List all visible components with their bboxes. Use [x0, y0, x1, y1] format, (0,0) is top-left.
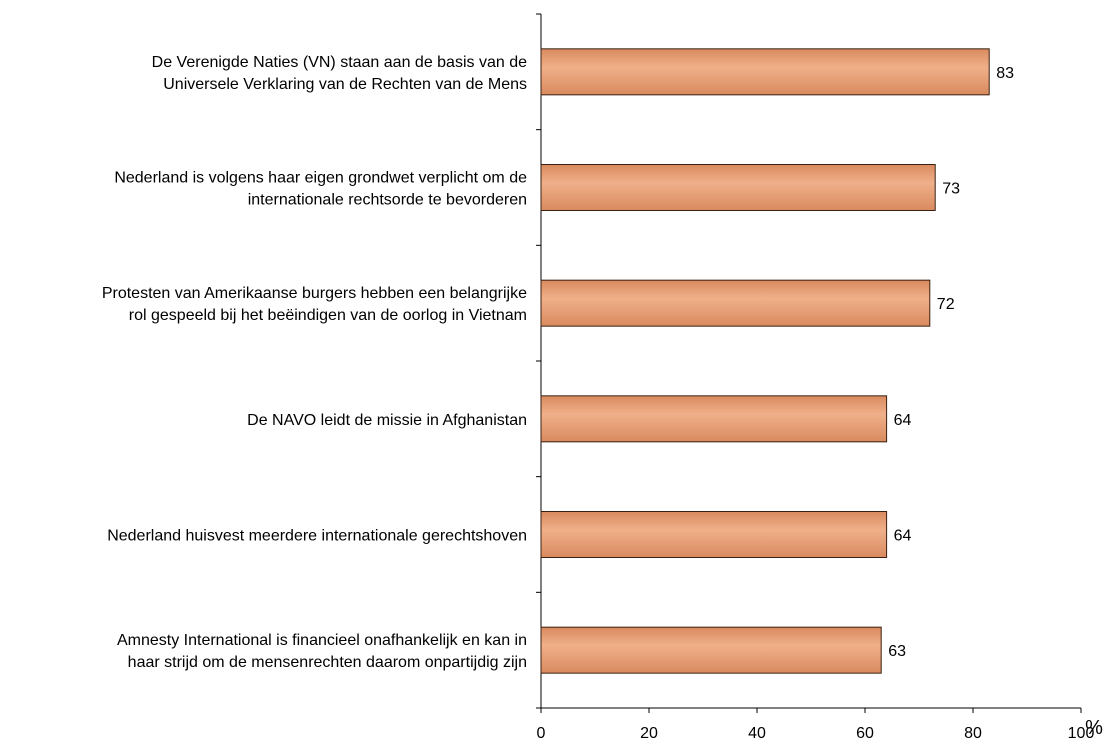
- category-label-line: Amnesty International is financieel onaf…: [117, 632, 527, 649]
- bar: [540, 279, 931, 327]
- x-tick-label: 20: [640, 725, 658, 742]
- bar-value-label: 73: [942, 181, 960, 198]
- x-tick-label: 0: [537, 725, 546, 742]
- category-label-line: De NAVO leidt de missie in Afghanistan: [247, 412, 527, 429]
- bars-layer: 83 73 72 64 64 63: [540, 48, 1014, 674]
- category-label-line: De Verenigde Naties (VN) staan aan de ba…: [152, 54, 527, 71]
- bar-value-label: 63: [888, 643, 906, 660]
- category-labels: De Verenigde Naties (VN) staan aan de ba…: [102, 54, 527, 671]
- category-label-line: rol gespeeld bij het beëindigen van de o…: [129, 307, 527, 324]
- bar-value-label: 72: [937, 296, 955, 313]
- category-label-line: Protesten van Amerikaanse burgers hebben…: [102, 285, 527, 302]
- x-tick-label: 60: [856, 725, 874, 742]
- axis-layer: 0 20 40 60 80 100%: [536, 13, 1103, 742]
- bar-value-label: 64: [894, 412, 912, 429]
- category-label: Nederland is volgens haar eigen grondwet…: [114, 170, 527, 209]
- bar: [540, 511, 888, 558]
- category-label-line: haar strijd om de mensenrechten daarom o…: [128, 654, 527, 671]
- bar-value-label: 64: [894, 528, 912, 545]
- bar: [540, 48, 990, 96]
- x-tick-label: 100: [1068, 725, 1095, 742]
- category-label-line: Nederland huisvest meerdere internationa…: [107, 528, 527, 545]
- x-tick-label: 40: [748, 725, 766, 742]
- category-label: Nederland huisvest meerdere internationa…: [107, 528, 527, 545]
- category-label-line: internationale rechtsorde te bevorderen: [248, 192, 527, 209]
- bar: [540, 626, 882, 674]
- category-label: De NAVO leidt de missie in Afghanistan: [247, 412, 527, 429]
- bar: [540, 395, 888, 443]
- category-label: De Verenigde Naties (VN) staan aan de ba…: [152, 54, 527, 93]
- x-tick-label: 80: [964, 725, 982, 742]
- category-label: Protesten van Amerikaanse burgers hebben…: [102, 285, 527, 324]
- category-label: Amnesty International is financieel onaf…: [117, 632, 527, 671]
- category-label-line: Nederland is volgens haar eigen grondwet…: [114, 170, 527, 187]
- bar-value-label: 83: [996, 65, 1014, 82]
- category-label-line: Universele Verklaring van de Rechten van…: [163, 76, 527, 93]
- x-axis-unit-label: %: [1085, 717, 1103, 739]
- bar: [540, 164, 936, 211]
